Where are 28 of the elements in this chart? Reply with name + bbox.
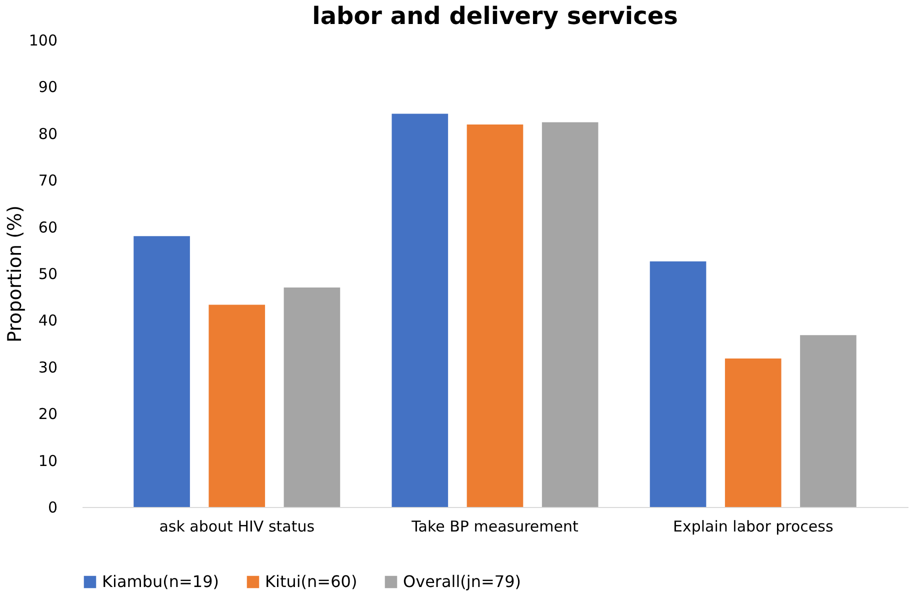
- y-axis-title: Proportion (%): [4, 206, 26, 342]
- y-tick-label: 60: [38, 218, 58, 236]
- bar: [284, 288, 340, 507]
- x-tick-label: Explain labor process: [672, 518, 834, 536]
- y-tick-label: 50: [38, 265, 58, 283]
- y-tick-label: 0: [48, 498, 58, 516]
- y-tick-label: 20: [38, 405, 58, 424]
- legend-label: Kiambu(n=19): [102, 572, 220, 591]
- y-tick-label: 80: [38, 124, 58, 143]
- y-tick-label: 100: [28, 32, 58, 50]
- y-tick-label: 90: [38, 78, 58, 96]
- bar: [800, 335, 856, 507]
- y-tick-label: 40: [38, 312, 58, 330]
- x-tick-label: ask about HIV status: [159, 518, 315, 536]
- bar: [208, 304, 266, 507]
- y-tick-label: 10: [38, 452, 58, 470]
- bar: [650, 261, 706, 507]
- chart-title: labor and delivery services: [312, 2, 678, 30]
- bar: [724, 358, 782, 507]
- legend-label: Overall(jn=79): [403, 572, 522, 591]
- bar: [392, 114, 448, 507]
- bar: [542, 122, 598, 507]
- bar: [466, 124, 524, 507]
- y-tick-label: 30: [38, 358, 58, 376]
- y-tick-label: 70: [38, 172, 58, 190]
- bar: [134, 236, 190, 507]
- x-tick-label: Take BP measurement: [410, 518, 578, 536]
- legend-label: Kitui(n=60): [265, 572, 358, 591]
